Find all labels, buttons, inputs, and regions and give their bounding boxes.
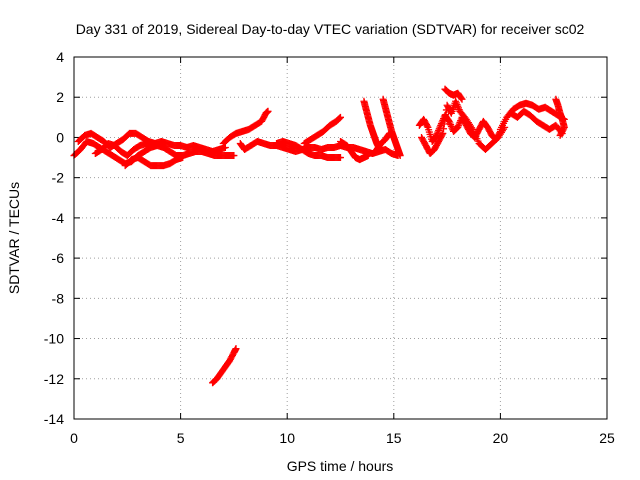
data-point <box>436 123 444 131</box>
y-tick-label: -8 <box>52 290 65 306</box>
data-points <box>70 85 568 387</box>
data-point <box>423 122 431 130</box>
data-point <box>440 120 448 128</box>
y-tick-label: 2 <box>56 89 64 105</box>
data-point <box>221 144 229 151</box>
data-point <box>457 94 465 102</box>
data-point <box>445 117 453 125</box>
data-point <box>458 95 466 103</box>
data-point <box>455 120 463 128</box>
y-tick-label: -12 <box>44 371 64 387</box>
data-point <box>434 128 442 136</box>
axis-ticks: 0 5 10 15 20 25 -14 -12 -10 -8 -6 -4 -2 0 2 4 <box>44 49 615 446</box>
data-point <box>454 102 462 110</box>
data-point <box>454 122 462 130</box>
y-tick-label: 0 <box>56 129 64 145</box>
y-tick-label: -6 <box>52 250 65 266</box>
data-point <box>447 122 455 130</box>
x-tick-label: 5 <box>177 430 185 446</box>
data-point <box>335 115 343 123</box>
data-point <box>440 125 448 133</box>
data-point <box>556 131 564 139</box>
data-point <box>396 152 404 160</box>
data-point <box>438 131 446 139</box>
data-point <box>468 124 476 132</box>
data-point <box>452 97 460 105</box>
data-point <box>337 154 344 162</box>
chart-title: Day 331 of 2019, Sidereal Day-to-day VTE… <box>76 21 585 37</box>
data-point <box>454 123 462 131</box>
data-point <box>441 115 449 123</box>
data-point <box>337 113 344 121</box>
data-point <box>364 152 372 160</box>
x-tick-label: 20 <box>493 430 509 446</box>
data-point <box>149 139 157 147</box>
data-point <box>557 130 565 138</box>
data-point <box>432 131 440 139</box>
x-tick-label: 15 <box>386 430 402 446</box>
data-point <box>435 126 443 134</box>
data-point <box>453 101 461 109</box>
x-tick-label: 10 <box>279 430 295 446</box>
plot-frame <box>73 56 608 420</box>
data-point <box>446 119 454 127</box>
y-tick-label: -14 <box>44 411 64 427</box>
x-tick-label: 25 <box>599 430 615 446</box>
data-point <box>179 154 187 162</box>
data-point <box>447 121 455 129</box>
data-point <box>442 111 450 119</box>
data-point <box>230 152 238 160</box>
data-point <box>264 107 272 115</box>
data-point <box>336 114 344 122</box>
y-tick-label: -2 <box>52 170 65 186</box>
x-axis-label: GPS time / hours <box>287 458 394 474</box>
data-point <box>232 345 240 353</box>
data-point <box>452 99 460 107</box>
x-tick-label: 0 <box>70 430 78 446</box>
data-point <box>439 129 447 137</box>
y-axis-label: SDTVAR / TECUs <box>6 182 22 294</box>
y-tick-label: -10 <box>44 331 64 347</box>
grid <box>74 57 607 419</box>
y-tick-label: 4 <box>56 49 64 65</box>
y-tick-label: -4 <box>52 210 65 226</box>
data-point <box>454 104 462 112</box>
